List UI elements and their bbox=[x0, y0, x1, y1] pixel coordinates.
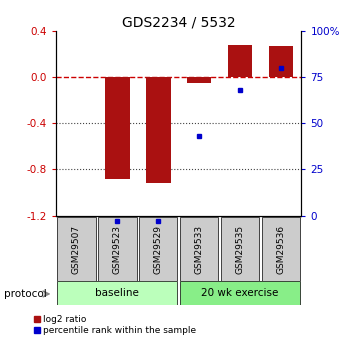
Text: protocol: protocol bbox=[4, 289, 46, 299]
Text: 20 wk exercise: 20 wk exercise bbox=[201, 288, 279, 298]
Bar bbox=[180, 281, 300, 305]
Text: GSM29529: GSM29529 bbox=[154, 225, 163, 274]
Bar bbox=[57, 217, 96, 281]
Bar bbox=[262, 217, 300, 281]
Bar bbox=[105, 77, 130, 179]
Legend: log2 ratio, percentile rank within the sample: log2 ratio, percentile rank within the s… bbox=[34, 315, 196, 335]
Text: GSM29507: GSM29507 bbox=[72, 225, 81, 274]
Text: baseline: baseline bbox=[95, 288, 139, 298]
Bar bbox=[139, 217, 178, 281]
Bar bbox=[221, 217, 259, 281]
Bar bbox=[228, 45, 252, 77]
Bar bbox=[187, 77, 212, 83]
Bar bbox=[269, 46, 293, 77]
Bar bbox=[180, 217, 218, 281]
Text: GSM29523: GSM29523 bbox=[113, 225, 122, 274]
Text: GSM29533: GSM29533 bbox=[195, 225, 204, 274]
Title: GDS2234 / 5532: GDS2234 / 5532 bbox=[122, 16, 235, 30]
Bar bbox=[57, 281, 178, 305]
Bar bbox=[98, 217, 136, 281]
Text: GSM29536: GSM29536 bbox=[277, 225, 286, 274]
Bar bbox=[146, 77, 170, 183]
Text: GSM29535: GSM29535 bbox=[236, 225, 244, 274]
